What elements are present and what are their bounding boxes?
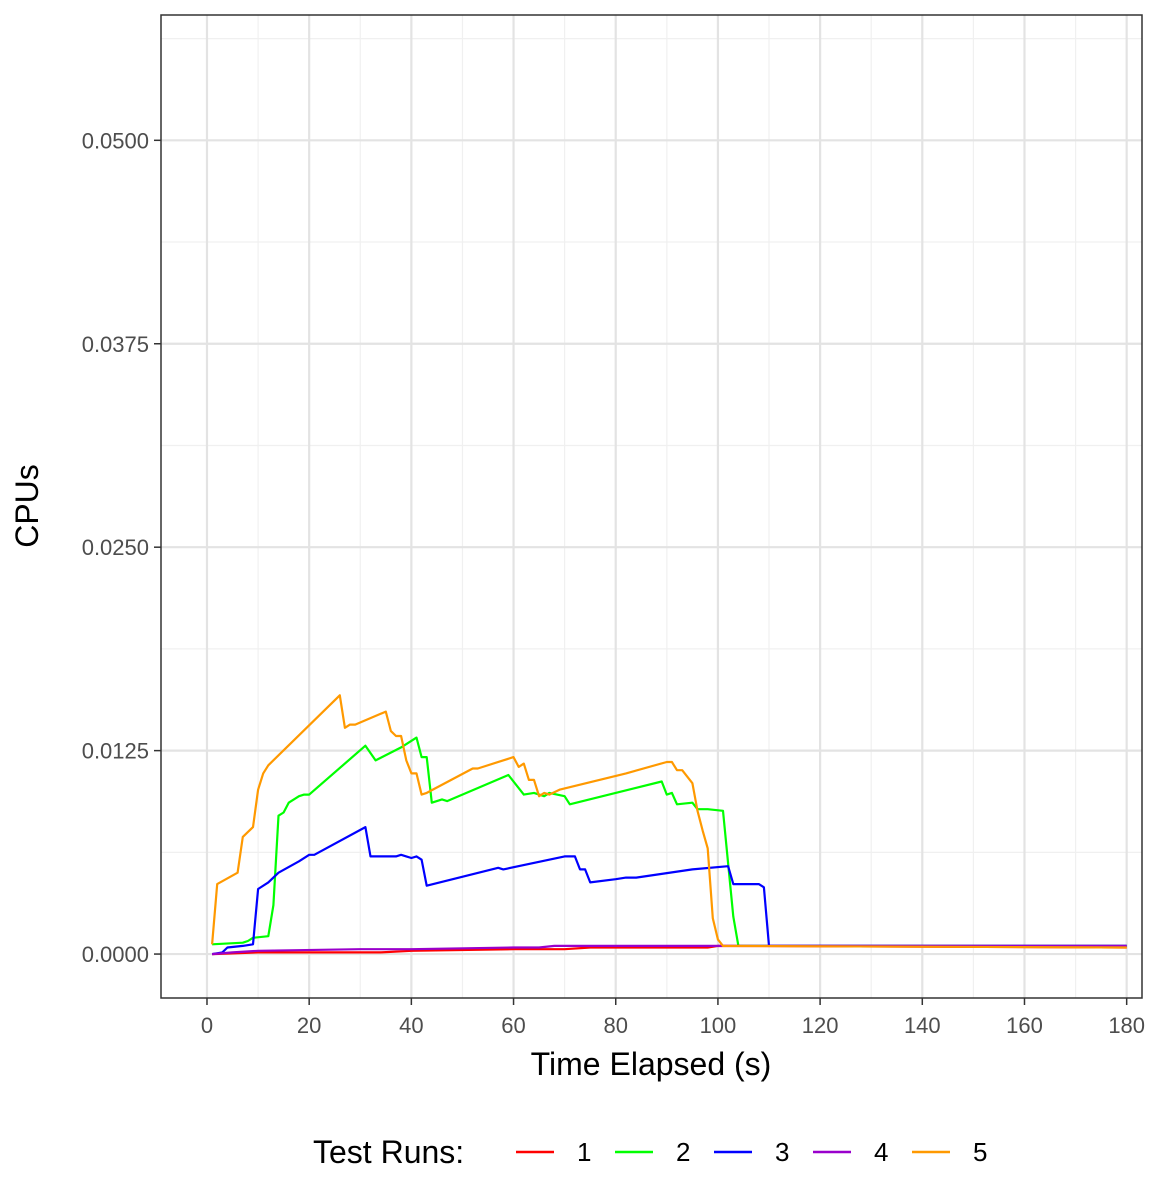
series-lines bbox=[211, 694, 1127, 956]
x-tick-label: 40 bbox=[399, 1013, 423, 1038]
axes: 0 20 40 60 80 100 120 140 160 180 0.0000 0.0125 0.02… bbox=[82, 128, 1145, 1038]
x-tick-label: 0 bbox=[201, 1013, 213, 1038]
x-tick-label: 180 bbox=[1108, 1013, 1145, 1038]
x-tick-label: 160 bbox=[1006, 1013, 1043, 1038]
x-tick-label: 20 bbox=[297, 1013, 321, 1038]
series-line-run-2 bbox=[212, 736, 1127, 947]
legend-label-run-5: 5 bbox=[973, 1137, 987, 1167]
y-tick-label: 0.0375 bbox=[82, 332, 149, 357]
legend: Test Runs: 1 2 3 4 5 bbox=[313, 1134, 987, 1170]
x-tick-label: 100 bbox=[700, 1013, 737, 1038]
legend-label-run-3: 3 bbox=[775, 1137, 789, 1167]
legend-label-run-1: 1 bbox=[577, 1137, 591, 1167]
y-tick-label: 0.0250 bbox=[82, 535, 149, 560]
x-tick-label: 140 bbox=[904, 1013, 941, 1038]
x-tick-label: 120 bbox=[802, 1013, 839, 1038]
grid-lines bbox=[161, 15, 1142, 998]
series-line-run-5 bbox=[211, 694, 1127, 949]
series-line-run-4 bbox=[212, 944, 1127, 956]
plot-panel bbox=[161, 15, 1142, 998]
x-tick-label: 80 bbox=[603, 1013, 627, 1038]
legend-label-run-4: 4 bbox=[874, 1137, 888, 1167]
plot-border bbox=[160, 14, 1143, 999]
y-tick-label: 0.0000 bbox=[82, 942, 149, 967]
y-axis-title: CPUs bbox=[9, 464, 45, 548]
series-line-run-3 bbox=[211, 826, 1127, 956]
y-tick-label: 0.0125 bbox=[82, 739, 149, 764]
legend-title: Test Runs: bbox=[313, 1134, 464, 1170]
x-axis-title: Time Elapsed (s) bbox=[531, 1046, 772, 1082]
y-tick-label: 0.0500 bbox=[82, 128, 149, 153]
legend-label-run-2: 2 bbox=[676, 1137, 690, 1167]
x-tick-label: 60 bbox=[501, 1013, 525, 1038]
